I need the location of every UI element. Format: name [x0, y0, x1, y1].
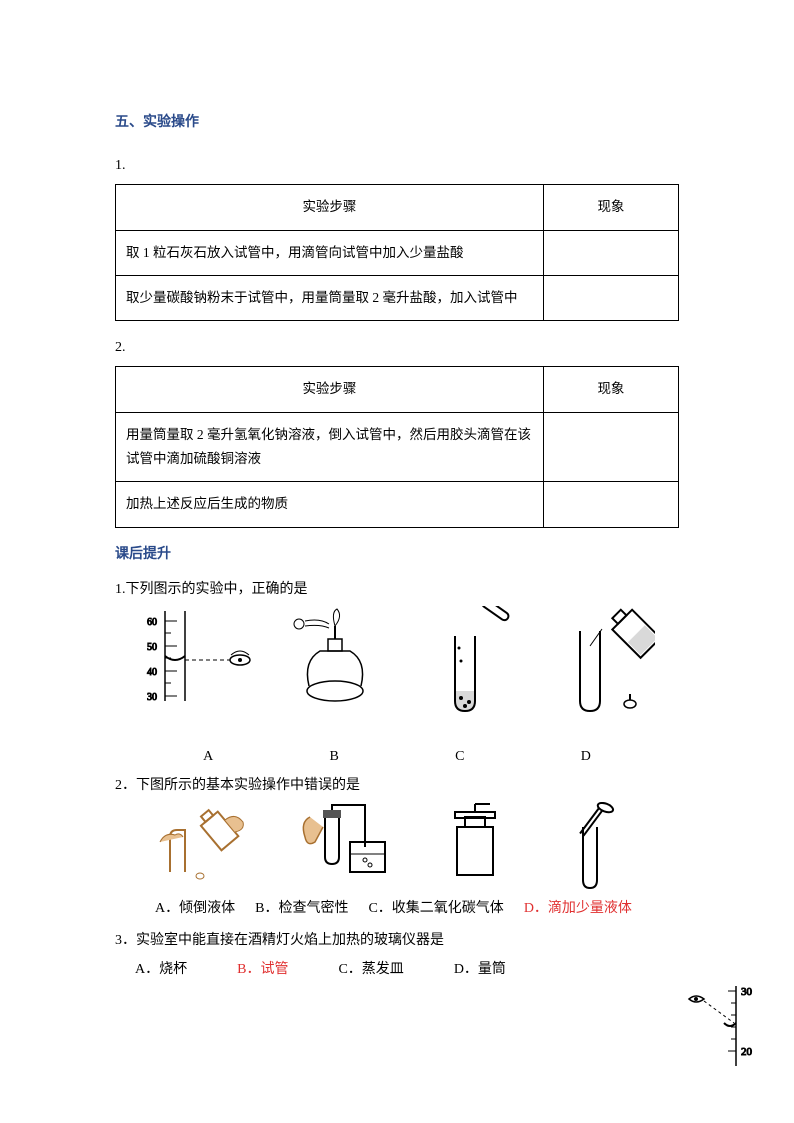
table-cell: 用量筒量取 2 毫升氢氧化钠溶液，倒入试管中，然后用胶头滴管在该试管中滴加硫酸铜… — [116, 412, 544, 482]
figure-q2-a — [155, 802, 255, 882]
table-header-phen: 现象 — [543, 185, 678, 230]
choice-a: A — [203, 744, 213, 769]
table-cell — [543, 275, 678, 320]
table-cell: 取少量碳酸钠粉末于试管中，用量筒量取 2 毫升盐酸，加入试管中 — [116, 275, 544, 320]
q1-text: 1.下列图示的实验中，正确的是 — [115, 577, 679, 602]
choice-b: B — [330, 744, 339, 769]
table-row: 取少量碳酸钠粉末于试管中，用量筒量取 2 毫升盐酸，加入试管中 — [116, 275, 679, 320]
table-row: 取 1 粒石灰石放入试管中，用滴管向试管中加入少量盐酸 — [116, 230, 679, 275]
table-2: 实验步骤 现象 用量筒量取 2 毫升氢氧化钠溶液，倒入试管中，然后用胶头滴管在该… — [115, 366, 679, 527]
tick-label: 50 — [147, 642, 157, 653]
table-cell: 取 1 粒石灰石放入试管中，用滴管向试管中加入少量盐酸 — [116, 230, 544, 275]
q3-text: 3．实验室中能直接在酒精灯火焰上加热的玻璃仪器是 — [115, 928, 679, 953]
afterclass-heading: 课后提升 — [115, 542, 679, 567]
table-row: 实验步骤 现象 — [116, 185, 679, 230]
choice-b: B．检查气密性 — [255, 896, 348, 921]
tick-label: 20 — [741, 1046, 753, 1058]
q1-figure-row: 60 50 40 30 — [145, 606, 679, 716]
section-title: 五、实验操作 — [115, 110, 679, 135]
q2-text: 2．下图所示的基本实验操作中错误的是 — [115, 773, 679, 798]
choice-c: C．蒸发皿 — [338, 957, 403, 982]
figure-q1-a: 60 50 40 30 — [145, 606, 255, 706]
choice-d: D．量筒 — [454, 957, 506, 982]
q2-number: 2. — [115, 335, 679, 360]
q1-choice-row: A B C D — [115, 744, 679, 769]
q2-figure-row — [155, 802, 679, 892]
choice-d: D — [581, 744, 591, 769]
choice-d: D．滴加少量液体 — [524, 896, 632, 921]
table-header-steps: 实验步骤 — [116, 185, 544, 230]
table-cell — [543, 482, 678, 527]
figure-q2-c — [435, 802, 515, 882]
q3-choice-row: A．烧杯 B．试管 C．蒸发皿 D．量筒 — [135, 957, 679, 982]
tick-label: 30 — [147, 692, 157, 703]
table-1: 实验步骤 现象 取 1 粒石灰石放入试管中，用滴管向试管中加入少量盐酸 取少量碳… — [115, 184, 679, 321]
tick-label: 30 — [741, 986, 753, 998]
table-cell — [543, 412, 678, 482]
table-row: 加热上述反应后生成的物质 — [116, 482, 679, 527]
figure-q1-b — [285, 606, 385, 706]
table-header-steps: 实验步骤 — [116, 367, 544, 412]
tick-label: 40 — [147, 667, 157, 678]
choice-a: A．烧杯 — [135, 957, 187, 982]
table-cell — [543, 230, 678, 275]
table-row: 实验步骤 现象 — [116, 367, 679, 412]
choice-a: A．倾倒液体 — [155, 896, 235, 921]
tick-label: 60 — [147, 617, 157, 628]
choice-b: B．试管 — [237, 957, 288, 982]
figure-q1-c — [415, 606, 515, 716]
table-row: 用量筒量取 2 毫升氢氧化钠溶液，倒入试管中，然后用胶头滴管在该试管中滴加硫酸铜… — [116, 412, 679, 482]
side-cylinder-figure: 30 20 — [686, 981, 756, 1071]
table-header-phen: 现象 — [543, 367, 678, 412]
table-cell: 加热上述反应后生成的物质 — [116, 482, 544, 527]
figure-q2-b — [295, 802, 395, 882]
figure-q2-d — [555, 802, 625, 892]
choice-c: C．收集二氧化碳气体 — [368, 896, 503, 921]
choice-c: C — [455, 744, 464, 769]
figure-q1-d — [545, 606, 655, 716]
q2-choice-row: A．倾倒液体 B．检查气密性 C．收集二氧化碳气体 D．滴加少量液体 — [155, 896, 679, 921]
q1-number: 1. — [115, 153, 679, 178]
